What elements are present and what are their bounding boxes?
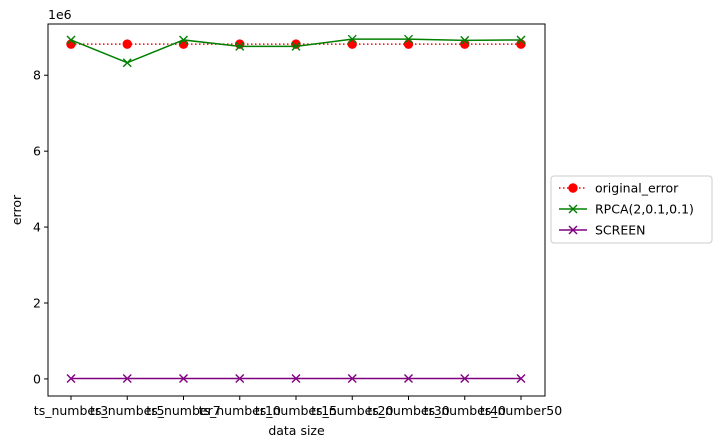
series-layer	[66, 34, 526, 384]
data-point	[404, 34, 413, 44]
data-point	[404, 374, 413, 384]
x-tick-label: ts_number20	[311, 403, 393, 418]
data-point	[66, 35, 76, 45]
data-point	[291, 374, 301, 384]
x-tick-label: ts_number10	[199, 403, 281, 418]
legend-entry: SCREEN	[559, 223, 646, 238]
legend-label: original_error	[595, 181, 679, 196]
data-point	[291, 41, 301, 51]
data-point	[179, 35, 188, 45]
y-tick-label: 0	[33, 371, 41, 386]
x-tick-label: ts_number7	[146, 403, 220, 418]
series-screen	[66, 374, 526, 384]
x-tick-label: ts_number3	[34, 403, 108, 418]
data-point	[516, 39, 526, 49]
legend-label: SCREEN	[595, 223, 646, 238]
x-axis-label: data size	[268, 423, 325, 438]
data-point	[235, 41, 245, 51]
x-tick-label: ts_number15	[255, 403, 337, 418]
legend-entry: RPCA(2,0.1,0.1)	[559, 202, 694, 217]
plot-area	[47, 23, 546, 397]
y-tick-label: 2	[33, 296, 41, 311]
data-point	[347, 34, 357, 44]
y-tick-label: 4	[33, 220, 41, 235]
y-axis-label: error	[9, 194, 24, 225]
legend: original_error RPCA(2,0.1,0.1) SCREEN	[550, 175, 713, 244]
legend-marker	[568, 225, 578, 235]
data-point	[122, 374, 132, 384]
series-rpca-2-0-1-0-1	[66, 34, 526, 68]
data-point	[460, 374, 470, 384]
data-point	[179, 374, 188, 384]
data-point	[122, 58, 132, 68]
data-point	[460, 35, 470, 45]
y-tick-label: 8	[33, 68, 41, 83]
x-tick-label: ts_number5	[90, 403, 164, 418]
data-point	[66, 374, 76, 384]
legend-entry: original_error	[559, 181, 679, 196]
data-point	[516, 374, 526, 384]
data-point	[235, 374, 245, 384]
data-point	[347, 374, 357, 384]
legend-marker	[568, 204, 578, 214]
y-offset-label: 1e6	[48, 7, 72, 22]
x-tick-label: ts_number40	[424, 403, 506, 418]
x-tick-label: ts_number30	[367, 403, 449, 418]
legend-label: RPCA(2,0.1,0.1)	[595, 202, 694, 217]
data-point	[122, 39, 132, 49]
legend-frame	[550, 175, 713, 244]
data-point	[516, 35, 526, 45]
y-tick-label: 6	[33, 144, 41, 159]
legend-marker	[568, 183, 578, 193]
x-tick-label: ts_number50	[480, 403, 562, 418]
axis-ticks: 02468ts_number3ts_number5ts_number7ts_nu…	[33, 68, 562, 418]
